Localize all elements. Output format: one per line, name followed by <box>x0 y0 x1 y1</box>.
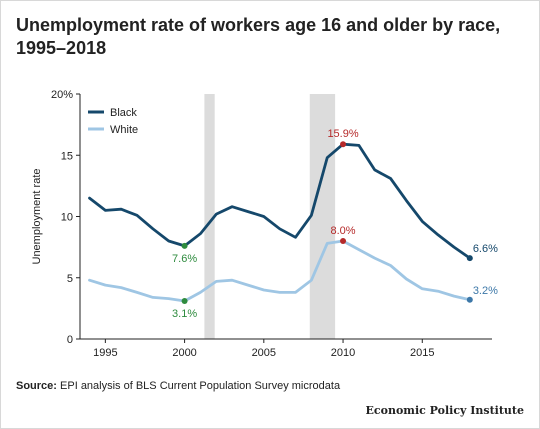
series-line-black <box>88 142 472 260</box>
x-tick-label: 2000 <box>172 347 196 359</box>
x-tick-label: 2010 <box>331 347 355 359</box>
source-label: Source: <box>16 380 57 392</box>
x-tick-label: 2005 <box>252 347 276 359</box>
y-axis-label: Unemployment rate <box>31 169 43 265</box>
legend-label-black: Black <box>110 107 137 119</box>
x-tick-label: 1995 <box>93 347 117 359</box>
data-point-black <box>340 141 347 148</box>
y-tick-label: 15 <box>61 150 73 162</box>
source-note: Source: EPI analysis of BLS Current Popu… <box>16 380 340 392</box>
data-label-white: 8.0% <box>331 225 356 237</box>
recession-band-1 <box>204 94 215 339</box>
data-point-white <box>466 296 473 303</box>
data-point-white <box>181 298 188 305</box>
data-label-black: 6.6% <box>473 243 498 255</box>
data-label-white: 3.1% <box>172 308 197 320</box>
x-tick-label: 2015 <box>410 347 434 359</box>
publisher-credit: Economic Policy Institute <box>365 404 524 417</box>
series-line-white <box>88 239 472 303</box>
y-tick-label: 0 <box>67 334 73 346</box>
y-tick-label: 10 <box>61 212 73 224</box>
data-label-black: 15.9% <box>327 128 358 140</box>
data-point-black <box>466 255 473 262</box>
y-tick-label: 5 <box>67 273 73 285</box>
chart-title: Unemployment rate of workers age 16 and … <box>16 15 501 58</box>
source-text: EPI analysis of BLS Current Population S… <box>60 380 341 392</box>
data-point-black <box>181 242 188 249</box>
data-label-white: 3.2% <box>473 285 498 297</box>
data-label-black: 7.6% <box>172 253 197 265</box>
y-tick-label: 20% <box>51 89 73 101</box>
data-point-white <box>340 238 347 244</box>
recession-band-2 <box>309 94 336 339</box>
legend-label-white: White <box>110 124 138 136</box>
